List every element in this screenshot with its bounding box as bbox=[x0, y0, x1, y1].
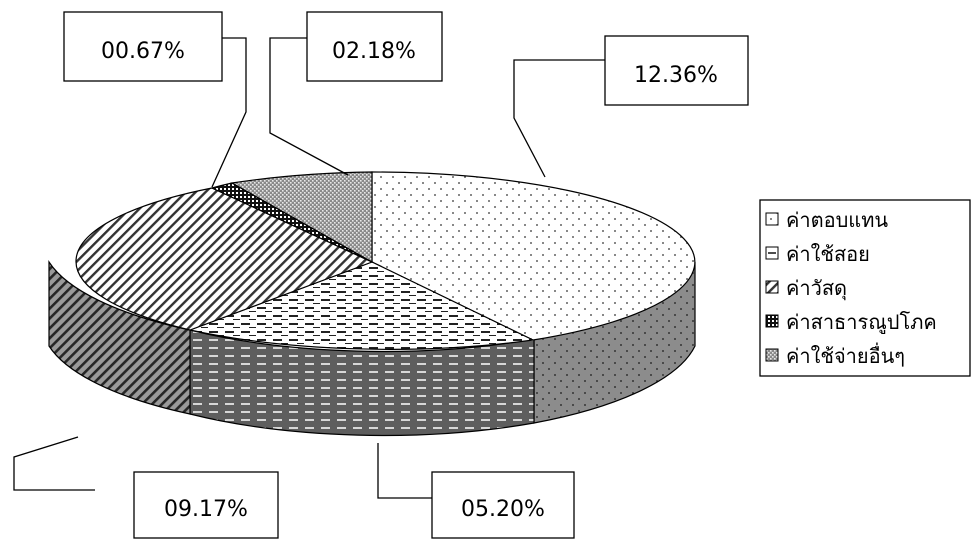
leader-utilities bbox=[211, 37, 247, 188]
legend-swatch-utilities bbox=[765, 314, 779, 328]
legend-swatch-materials bbox=[765, 280, 779, 294]
value-label-materials: 09.17% bbox=[164, 497, 248, 522]
legend-frame bbox=[759, 199, 971, 377]
value-label-operating: 05.20% bbox=[461, 497, 545, 522]
legend-swatch-other bbox=[765, 348, 779, 362]
legend-label-utilities: ค่าสาธารณูปโภค bbox=[786, 310, 937, 335]
leader-materials bbox=[13, 436, 95, 491]
slice-operating bbox=[187, 261, 536, 350]
leader-compensation bbox=[513, 59, 605, 178]
legend-label-operating: ค่าใช้สอย bbox=[786, 242, 870, 266]
value-box-materials bbox=[133, 471, 279, 539]
slice-wall-materials bbox=[48, 259, 191, 415]
value-box-other bbox=[306, 11, 443, 82]
value-box-utilities bbox=[63, 11, 223, 82]
legend-label-other: ค่าใช้จ่ายอื่นๆ bbox=[786, 342, 905, 368]
legend-label-materials: ค่าวัสดุ bbox=[786, 276, 847, 301]
legend-swatch-compensation bbox=[765, 212, 779, 226]
value-label-other: 02.18% bbox=[332, 39, 416, 64]
legend: ค่าตอบแทน ค่าใช้สอย ค่าวัสดุ ค่าสาธารณูป… bbox=[759, 199, 971, 377]
leader-operating bbox=[377, 443, 432, 499]
value-label-compensation: 12.36% bbox=[634, 63, 718, 88]
value-box-compensation bbox=[604, 35, 749, 106]
slice-other bbox=[230, 171, 373, 264]
value-label-utilities: 00.67% bbox=[101, 39, 185, 64]
legend-label-compensation: ค่าตอบแทน bbox=[786, 208, 888, 232]
slice-materials bbox=[75, 187, 374, 331]
slice-compensation bbox=[371, 171, 696, 341]
leader-other bbox=[269, 37, 349, 176]
value-box-operating bbox=[431, 471, 575, 539]
